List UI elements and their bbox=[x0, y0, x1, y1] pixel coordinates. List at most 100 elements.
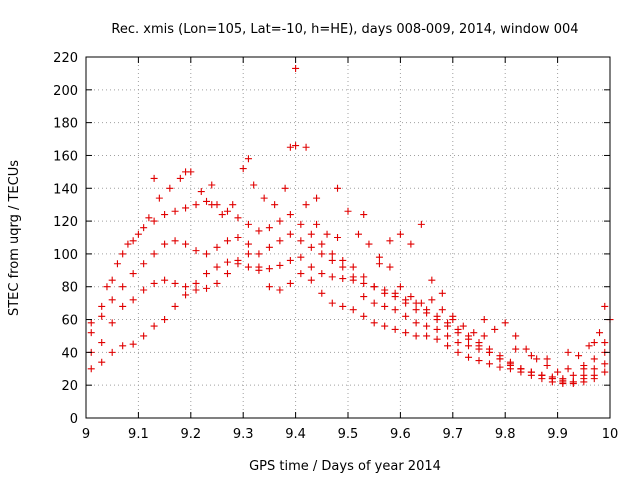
data-point bbox=[103, 283, 111, 291]
data-point bbox=[339, 275, 347, 283]
y-tick-label: 220 bbox=[53, 51, 78, 66]
data-point bbox=[501, 319, 509, 327]
data-point bbox=[569, 371, 577, 379]
data-point bbox=[428, 276, 436, 284]
data-point bbox=[297, 270, 305, 278]
data-point bbox=[244, 155, 252, 163]
data-point bbox=[265, 265, 273, 273]
data-point bbox=[297, 237, 305, 245]
data-point bbox=[276, 286, 284, 294]
data-point bbox=[412, 306, 420, 314]
data-point bbox=[161, 240, 169, 248]
data-point bbox=[150, 250, 158, 258]
data-point bbox=[533, 355, 541, 363]
data-point bbox=[580, 371, 588, 379]
data-point bbox=[150, 217, 158, 225]
y-tick-label: 140 bbox=[53, 182, 78, 197]
data-point bbox=[485, 360, 493, 368]
data-point bbox=[281, 184, 289, 192]
data-point bbox=[313, 220, 321, 228]
data-point bbox=[386, 263, 394, 271]
data-point bbox=[129, 270, 137, 278]
data-point bbox=[564, 365, 572, 373]
data-point bbox=[140, 332, 148, 340]
data-point bbox=[334, 234, 342, 241]
data-point bbox=[433, 335, 441, 343]
y-tick-label: 40 bbox=[61, 346, 78, 361]
data-point bbox=[360, 312, 368, 320]
data-point bbox=[334, 184, 342, 192]
x-tick-label: 9.9 bbox=[547, 427, 568, 442]
data-point bbox=[496, 363, 504, 371]
data-point bbox=[119, 250, 127, 258]
data-point bbox=[423, 322, 431, 330]
data-point bbox=[475, 342, 483, 350]
y-axis-label: STEC from uqrg / TECUs bbox=[7, 160, 22, 316]
data-point bbox=[286, 143, 294, 151]
data-point bbox=[218, 211, 226, 219]
data-point bbox=[307, 243, 315, 251]
data-point bbox=[302, 201, 310, 209]
data-point bbox=[150, 174, 158, 182]
data-point bbox=[208, 201, 216, 209]
y-tick-label: 160 bbox=[53, 149, 78, 164]
data-point bbox=[339, 302, 347, 310]
data-point bbox=[402, 299, 410, 307]
data-point bbox=[134, 230, 142, 238]
data-point bbox=[119, 342, 127, 350]
data-point bbox=[590, 371, 598, 379]
data-point bbox=[182, 168, 190, 176]
data-point bbox=[328, 299, 336, 307]
data-point bbox=[349, 263, 357, 271]
data-point bbox=[328, 256, 336, 264]
data-point bbox=[475, 357, 483, 365]
data-point bbox=[260, 194, 268, 202]
data-point bbox=[391, 325, 399, 333]
data-point bbox=[192, 201, 200, 209]
data-point bbox=[585, 342, 593, 350]
data-point bbox=[564, 348, 572, 356]
data-point bbox=[433, 316, 441, 324]
data-point bbox=[349, 273, 357, 281]
data-point bbox=[417, 220, 425, 228]
data-point bbox=[286, 279, 294, 287]
data-point bbox=[590, 339, 598, 347]
data-point bbox=[108, 296, 116, 304]
data-point bbox=[234, 234, 242, 241]
data-point bbox=[161, 211, 169, 219]
data-point bbox=[575, 352, 583, 360]
data-point bbox=[176, 174, 184, 182]
data-point bbox=[203, 250, 211, 258]
data-point bbox=[87, 319, 95, 327]
data-point bbox=[339, 256, 347, 264]
data-point bbox=[265, 243, 273, 251]
data-point bbox=[407, 240, 415, 248]
data-point bbox=[255, 250, 263, 258]
data-point bbox=[124, 240, 132, 248]
data-point bbox=[465, 342, 473, 350]
x-axis-label: GPS time / Days of year 2014 bbox=[249, 459, 441, 474]
data-point bbox=[171, 237, 179, 245]
data-point bbox=[150, 322, 158, 330]
data-point bbox=[265, 224, 273, 232]
data-point bbox=[244, 250, 252, 258]
data-point bbox=[480, 332, 488, 340]
data-point bbox=[318, 270, 326, 278]
data-point bbox=[423, 332, 431, 340]
data-point bbox=[223, 258, 231, 266]
data-point bbox=[601, 368, 609, 376]
data-point bbox=[307, 263, 315, 271]
chart-title: Rec. xmis (Lon=105, Lat=-10, h=HE), days… bbox=[111, 22, 578, 37]
data-point bbox=[417, 299, 425, 307]
data-point bbox=[370, 319, 378, 327]
data-point bbox=[286, 256, 294, 264]
y-tick-label: 100 bbox=[53, 248, 78, 263]
data-point bbox=[87, 365, 95, 373]
data-point bbox=[318, 250, 326, 258]
data-point bbox=[297, 253, 305, 261]
data-point bbox=[244, 263, 252, 271]
data-point bbox=[444, 322, 452, 330]
data-point bbox=[197, 188, 205, 196]
data-point bbox=[375, 260, 383, 268]
